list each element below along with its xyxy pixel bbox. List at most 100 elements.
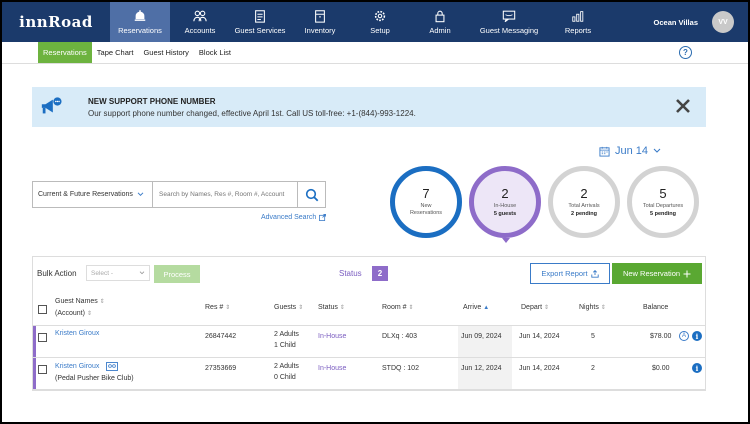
message-icon (502, 10, 516, 23)
tab-guest-history[interactable]: Guest History (143, 48, 189, 57)
header-room-number[interactable]: Room # ⇕ (382, 304, 414, 311)
balance-amount: $0.00 (652, 365, 670, 372)
row-status-bar (33, 358, 36, 389)
arrive-date: Jun 09, 2024 (461, 333, 502, 340)
row-checkbox[interactable] (38, 333, 47, 342)
date-selector[interactable]: Jun 14 (599, 145, 661, 157)
chevron-down-icon (139, 271, 145, 275)
nav-reservations-label: Reservations (118, 26, 162, 35)
tab-reservations[interactable]: Reservations (38, 42, 92, 63)
close-icon[interactable] (674, 97, 692, 115)
sub-navigation: Reservations Tape Chart Guest History Bl… (2, 42, 748, 64)
status-label: Status (339, 269, 362, 278)
banner-message: Our support phone number changed, effect… (88, 108, 416, 118)
header-depart[interactable]: Depart ⇕ (521, 304, 549, 311)
external-link-icon (319, 214, 327, 221)
export-report-button[interactable]: Export Report (530, 263, 610, 284)
stat-total-arrivals[interactable]: 2 Total Arrivals 2 pending (548, 166, 620, 238)
nav-accounts[interactable]: Accounts (170, 2, 230, 42)
stat-label: New Reservations (409, 203, 443, 216)
header-guest-names[interactable]: Guest Names ⇕ (55, 298, 105, 305)
nav-admin-label: Admin (429, 26, 451, 35)
sort-icon: ⇕ (544, 305, 550, 311)
avatar[interactable]: VV (712, 11, 734, 33)
select-all-checkbox[interactable] (38, 305, 47, 314)
advanced-search-label: Advanced Search (261, 214, 317, 221)
header-nights[interactable]: Nights ⇕ (579, 304, 606, 311)
nav-inventory-label: Inventory (304, 26, 336, 35)
nav-inventory[interactable]: Inventory (290, 2, 350, 42)
stat-total-departures[interactable]: 5 Total Departures 5 pending (627, 166, 699, 238)
search-button[interactable] (297, 182, 325, 207)
stat-sublabel: 5 guests (493, 210, 517, 217)
stat-in-house[interactable]: 2 In-House 5 guests (469, 166, 541, 238)
megaphone-icon (41, 97, 62, 114)
reservation-filter-value: Current & Future Reservations (38, 191, 133, 198)
stat-label: In-House (493, 203, 517, 210)
banner-title: NEW SUPPORT PHONE NUMBER (88, 96, 216, 106)
nights-count: 5 (591, 333, 595, 340)
header-status-label: Status (318, 304, 338, 311)
property-name[interactable]: Ocean Villas (653, 17, 698, 27)
search-input[interactable] (153, 182, 297, 207)
account-a-icon[interactable]: A (679, 331, 689, 341)
tab-block-list[interactable]: Block List (198, 48, 232, 57)
header-guests[interactable]: Guests ⇕ (274, 304, 303, 311)
nav-accounts-label: Accounts (184, 26, 216, 35)
res-number: 26847442 (205, 333, 237, 340)
stat-number: 2 (580, 186, 588, 202)
guest-name-link[interactable]: Kristen Giroux (55, 363, 100, 370)
bulk-action-select[interactable]: Select - (86, 265, 150, 281)
row-status-bar (33, 326, 36, 357)
bar-chart-icon (572, 11, 584, 22)
support-banner: NEW SUPPORT PHONE NUMBER Our support pho… (32, 87, 706, 127)
header-res-number[interactable]: Res # ⇕ (205, 304, 230, 311)
process-button[interactable]: Process (154, 265, 200, 283)
table-row[interactable]: Kristen Giroux 26847442 2 Adults 1 Child… (33, 326, 705, 358)
innroad-logo[interactable]: innRoad (19, 13, 93, 31)
tab-tape-chart[interactable]: Tape Chart (96, 48, 134, 57)
guests-children: 1 Child (274, 342, 296, 349)
export-report-label: Export Report (541, 269, 588, 278)
nav-guest-messaging[interactable]: Guest Messaging (470, 2, 548, 42)
header-balance: Balance (643, 304, 668, 311)
room-number: STDQ : 102 (382, 365, 419, 372)
search-icon (305, 188, 318, 201)
help-icon[interactable]: ? (679, 46, 692, 59)
guests-adults: 2 Adults (274, 331, 299, 338)
nav-reports[interactable]: Reports (548, 2, 608, 42)
sort-icon: ⇕ (99, 299, 105, 305)
nav-admin[interactable]: Admin (410, 2, 470, 42)
header-guest-names-label: Guest Names (55, 298, 98, 305)
info-icon[interactable]: i (692, 331, 702, 341)
header-res-number-label: Res # (205, 304, 224, 311)
stat-new-reservations[interactable]: 7 New Reservations (390, 166, 462, 238)
header-status[interactable]: Status ⇕ (318, 304, 345, 311)
new-reservation-button[interactable]: New Reservation (612, 263, 702, 284)
bulk-action-label: Bulk Action (37, 269, 77, 278)
arrive-date: Jun 12, 2024 (461, 365, 502, 372)
reservation-filter-select[interactable]: Current & Future Reservations (33, 182, 153, 207)
advanced-search-link[interactable]: Advanced Search (261, 214, 327, 221)
group-card-icon[interactable] (106, 362, 118, 371)
nav-guest-services[interactable]: Guest Services (230, 2, 290, 42)
info-icon[interactable]: i (692, 363, 702, 373)
status-value: In-House (318, 333, 347, 340)
table-row[interactable]: Kristen Giroux (Pedal Pusher Bike Club) … (33, 358, 705, 390)
header-arrive[interactable]: Arrive ▲ (463, 304, 489, 311)
depart-date: Jun 14, 2024 (519, 365, 560, 372)
arrive-column-highlight (458, 326, 512, 357)
header-account[interactable]: (Account) ⇕ (55, 310, 92, 317)
stat-sublabel: 5 pending (650, 210, 676, 217)
header-depart-label: Depart (521, 304, 543, 311)
nav-reservations[interactable]: Reservations (110, 2, 170, 42)
property-area: Ocean Villas VV (654, 2, 748, 42)
status-badge[interactable]: 2 (372, 266, 388, 281)
header-arrive-label: Arrive (463, 304, 482, 311)
balance-amount: $78.00 (650, 333, 672, 340)
guest-name-link[interactable]: Kristen Giroux (55, 330, 100, 337)
stat-label: Total Departures (642, 203, 684, 210)
row-checkbox[interactable] (38, 365, 47, 374)
nav-setup[interactable]: Setup (350, 2, 410, 42)
